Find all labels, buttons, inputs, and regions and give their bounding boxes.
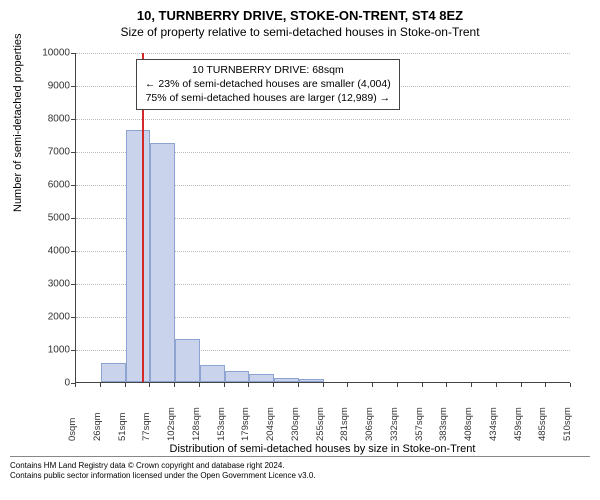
x-tick-label: 230sqm [290, 407, 301, 441]
x-tick-label: 51sqm [117, 412, 128, 441]
y-tick-label: 4000 [20, 246, 70, 257]
x-tick-label: 26sqm [92, 412, 103, 441]
x-tick-label: 383sqm [438, 407, 449, 441]
y-tick-label: 5000 [20, 213, 70, 224]
x-tick-label: 434sqm [488, 407, 499, 441]
info-box: 10 TURNBERRY DRIVE: 68sqm ← 23% of semi-… [136, 59, 400, 110]
y-tick-label: 8000 [20, 114, 70, 125]
footer: Contains HM Land Registry data © Crown c… [0, 452, 600, 500]
histogram-bar [274, 378, 299, 382]
histogram-bar [101, 363, 126, 382]
y-tick-label: 7000 [20, 147, 70, 158]
x-tick-label: 102sqm [166, 407, 177, 441]
x-tick-label: 306sqm [364, 407, 375, 441]
x-tick-mark [570, 383, 571, 387]
page-subtitle: Size of property relative to semi-detach… [10, 25, 590, 39]
x-tick-label: 0sqm [67, 418, 78, 441]
y-tick-label: 10000 [20, 48, 70, 59]
x-tick-label: 459sqm [513, 407, 524, 441]
histogram-bar [225, 371, 250, 382]
footer-line-1: Contains HM Land Registry data © Crown c… [10, 461, 590, 471]
footer-divider [10, 456, 590, 457]
chart-container: 10, TURNBERRY DRIVE, STOKE-ON-TRENT, ST4… [0, 0, 600, 500]
x-tick-label: 281sqm [339, 407, 350, 441]
chart-area: Number of semi-detached properties 01000… [20, 47, 580, 442]
page-title: 10, TURNBERRY DRIVE, STOKE-ON-TRENT, ST4… [10, 8, 590, 23]
y-tick-label: 0 [20, 378, 70, 389]
histogram-bar [200, 365, 225, 382]
histogram-bar [249, 374, 274, 382]
info-line-2: ← 23% of semi-detached houses are smalle… [145, 77, 391, 91]
x-ticks: 0sqm26sqm51sqm77sqm102sqm128sqm153sqm179… [75, 385, 570, 441]
info-line-1: 10 TURNBERRY DRIVE: 68sqm [145, 63, 391, 77]
x-tick-label: 485sqm [537, 407, 548, 441]
histogram-bar [175, 339, 200, 382]
histogram-bar [150, 143, 175, 382]
y-tick-label: 3000 [20, 279, 70, 290]
x-tick-label: 77sqm [141, 412, 152, 441]
y-tick-label: 2000 [20, 312, 70, 323]
x-tick-label: 332sqm [389, 407, 400, 441]
x-tick-label: 179sqm [240, 407, 251, 441]
y-tick-label: 1000 [20, 345, 70, 356]
y-tick-label: 6000 [20, 180, 70, 191]
plot-region: 10 TURNBERRY DRIVE: 68sqm ← 23% of semi-… [75, 53, 570, 383]
histogram-bar [126, 130, 151, 382]
histogram-bar [299, 379, 324, 382]
y-tick-label: 9000 [20, 81, 70, 92]
footer-line-2: Contains public sector information licen… [10, 471, 590, 481]
x-tick-label: 204sqm [265, 407, 276, 441]
x-tick-label: 357sqm [414, 407, 425, 441]
x-tick-label: 510sqm [562, 407, 573, 441]
info-line-3: 75% of semi-detached houses are larger (… [145, 91, 391, 105]
x-tick-label: 408sqm [463, 407, 474, 441]
x-tick-label: 255sqm [315, 407, 326, 441]
x-tick-label: 153sqm [216, 407, 227, 441]
x-tick-label: 128sqm [191, 407, 202, 441]
